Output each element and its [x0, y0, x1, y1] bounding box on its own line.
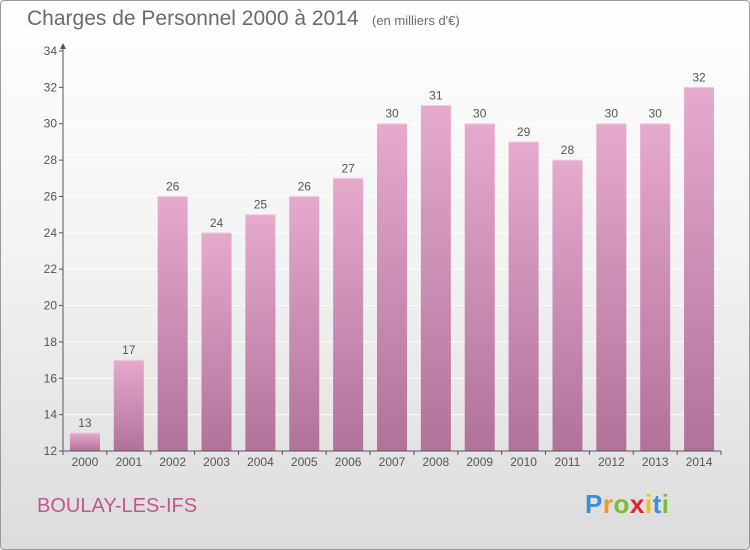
bar-2006: [333, 178, 364, 452]
y-tick-label: 16: [44, 371, 58, 385]
x-tick-label: 2000: [72, 455, 99, 469]
y-tick-label: 22: [44, 262, 58, 276]
y-tick-label: 20: [44, 299, 58, 313]
labels: 12 14 16 18 20 22 24 26 28 30 32 34 13 2000 17 2001 26 20…: [44, 44, 713, 469]
logo-letter: P: [585, 489, 603, 519]
data-label-2003: 24: [210, 216, 224, 230]
bar-2004: [245, 214, 276, 451]
y-tick-label: 18: [44, 335, 58, 349]
x-tick-label: 2001: [115, 455, 142, 469]
x-tick-label: 2014: [686, 455, 713, 469]
proxiti-logo[interactable]: Proxiti: [585, 489, 669, 520]
bar-2003: [201, 232, 232, 451]
logo-letter: t: [652, 489, 662, 519]
y-tick-label: 12: [44, 444, 58, 458]
data-label-2008: 31: [429, 89, 443, 103]
x-tick-label: 2010: [510, 455, 537, 469]
data-label-2004: 25: [254, 198, 268, 212]
bar-2010: [508, 141, 539, 451]
y-tick-label: 30: [44, 117, 58, 131]
data-label-2012: 30: [605, 107, 619, 121]
data-label-2007: 30: [385, 107, 399, 121]
y-tick-label: 24: [44, 226, 58, 240]
logo-letter: x: [629, 489, 645, 519]
bar-2002: [157, 196, 188, 451]
x-tick-label: 2013: [642, 455, 669, 469]
logo-letter: i: [661, 489, 670, 519]
bar-2007: [377, 123, 407, 452]
bar-2012: [596, 123, 627, 452]
data-label-2001: 17: [122, 343, 136, 357]
chart-title: Charges de Personnel 2000 à 2014: [27, 7, 359, 30]
logo-letter: o: [613, 489, 630, 519]
bars: [69, 86, 715, 452]
y-axis-arrow: [60, 43, 66, 49]
data-label-2009: 30: [473, 107, 487, 121]
x-tick-label: 2006: [335, 455, 362, 469]
x-tick-label: 2008: [423, 455, 450, 469]
data-label-2006: 27: [341, 161, 355, 175]
logo-letter: r: [602, 489, 614, 519]
chart-subtitle: (en milliers d'€): [372, 13, 460, 28]
x-tick-label: 2003: [203, 455, 230, 469]
data-label-2000: 13: [78, 416, 92, 430]
x-tick-label: 2011: [555, 455, 581, 469]
y-tick-label: 26: [44, 189, 58, 203]
y-tick-label: 34: [44, 44, 58, 58]
bar-2013: [640, 123, 671, 452]
y-tick-label: 32: [44, 80, 58, 94]
x-tick-label: 2005: [291, 455, 318, 469]
bar-2011: [552, 160, 583, 451]
x-tick-label: 2007: [379, 455, 406, 469]
y-tick-label: 28: [44, 153, 58, 167]
data-label-2011: 28: [561, 143, 575, 157]
bar-2009: [464, 123, 495, 452]
logo-letter: i: [644, 489, 653, 519]
data-label-2013: 30: [649, 107, 663, 121]
bar-2000: [69, 432, 100, 451]
data-label-2014: 32: [692, 70, 706, 84]
data-label-2002: 26: [166, 179, 180, 193]
data-label-2010: 29: [517, 125, 531, 139]
commune-name: BOULAY-LES-IFS: [37, 495, 198, 517]
bar-2001: [113, 360, 144, 451]
bar-2008: [420, 105, 451, 451]
bar-2005: [289, 196, 320, 451]
x-tick-label: 2012: [598, 455, 625, 469]
x-tick-label: 2004: [247, 455, 274, 469]
y-tick-label: 14: [44, 408, 58, 422]
x-tick-label: 2009: [466, 455, 493, 469]
x-tick-label: 2002: [159, 455, 186, 469]
data-label-2005: 26: [298, 179, 312, 193]
bar-2014: [684, 87, 715, 451]
axes: [59, 43, 722, 455]
